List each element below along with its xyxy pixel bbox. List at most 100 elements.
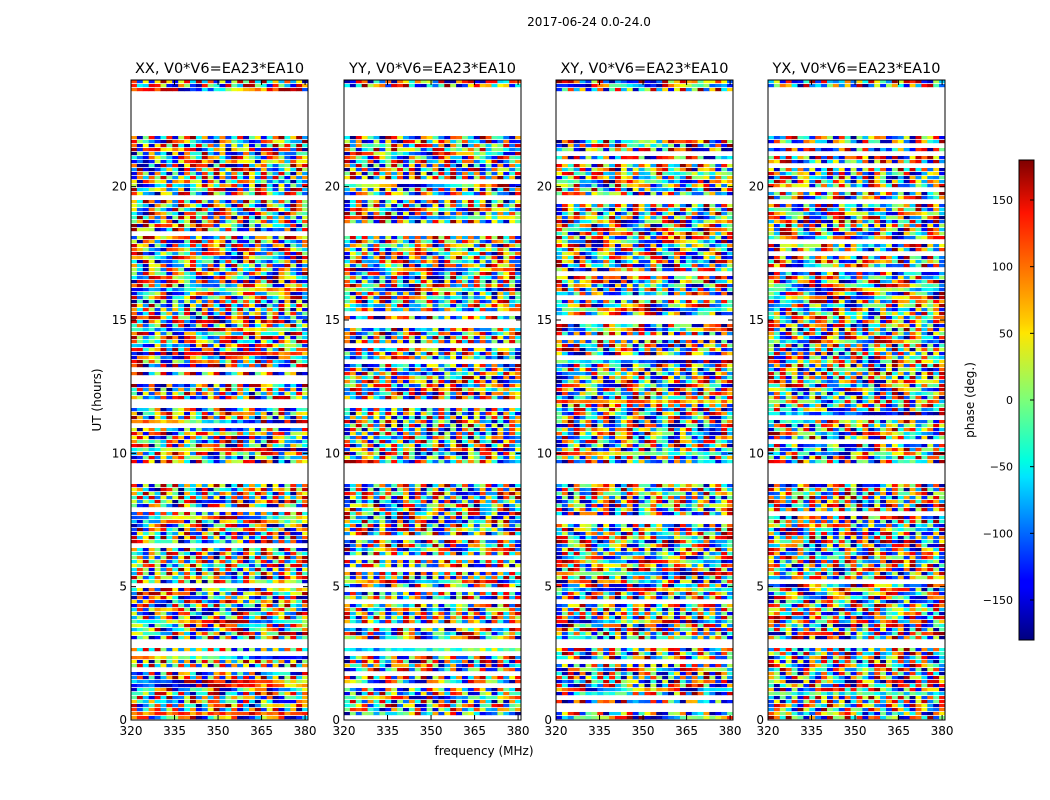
heatmap-cell (213, 648, 220, 652)
heatmap-cell (473, 580, 481, 584)
heatmap-cell (497, 676, 504, 680)
heatmap-cell (213, 660, 220, 664)
heatmap-cell (160, 684, 167, 688)
heatmap-cell (272, 656, 279, 660)
heatmap-cell (479, 616, 486, 620)
heatmap-cell (450, 692, 457, 696)
heatmap-cell (172, 684, 179, 688)
heatmap-cell (231, 392, 238, 396)
figure-title: 2017-06-24 0.0-24.0 (527, 15, 651, 29)
heatmap-cell (272, 616, 279, 620)
heatmap-cell (225, 580, 232, 584)
heatmap-cell (142, 556, 150, 560)
heatmap-cell (272, 648, 279, 652)
heatmap-cell (160, 496, 167, 500)
heatmap-cell (231, 172, 238, 176)
heatmap-cell (201, 340, 209, 344)
heatmap-cell (160, 672, 167, 676)
heatmap-cell (243, 88, 250, 92)
heatmap-cell (201, 636, 209, 640)
heatmap-cell (444, 668, 451, 672)
heatmap-cell (178, 384, 185, 388)
heatmap-cell (243, 208, 250, 212)
heatmap-cell (266, 344, 273, 348)
heatmap-cell (272, 252, 279, 256)
heatmap-cell (278, 164, 285, 168)
heatmap-cell (136, 416, 144, 420)
heatmap-cell (131, 412, 138, 416)
heatmap-cell (485, 596, 492, 600)
heatmap-cell (243, 552, 250, 556)
heatmap-cell (154, 412, 161, 416)
heatmap-cell (467, 532, 475, 536)
heatmap-cell (166, 144, 173, 148)
heatmap-cell (509, 608, 516, 612)
heatmap-cell (302, 252, 309, 256)
heatmap-cell (190, 680, 197, 684)
heatmap-cell (467, 668, 475, 672)
heatmap-cell (154, 296, 161, 300)
heatmap-cell (249, 264, 256, 268)
heatmap-cell (266, 616, 273, 620)
heatmap-cell (160, 560, 167, 564)
heatmap-cell (184, 256, 191, 260)
heatmap-cell (444, 576, 451, 580)
heatmap-cell (201, 660, 209, 664)
heatmap-cell (190, 148, 197, 152)
heatmap-cell (166, 484, 173, 488)
heatmap-cell (136, 556, 144, 560)
heatmap-cell (184, 320, 191, 324)
heatmap-cell (344, 668, 351, 672)
heatmap-cell (225, 88, 232, 92)
heatmap-cell (290, 428, 297, 432)
heatmap-cell (367, 524, 374, 528)
heatmap-cell (509, 696, 516, 700)
heatmap-cell (290, 664, 297, 668)
heatmap-cell (166, 572, 173, 576)
heatmap-cell (136, 572, 144, 576)
heatmap-cell (473, 628, 481, 632)
heatmap-cell (272, 172, 279, 176)
heatmap-cell (154, 240, 161, 244)
heatmap-cell (243, 416, 250, 420)
heatmap-cell (178, 576, 185, 580)
heatmap-cell (243, 632, 250, 636)
heatmap-cell (207, 80, 214, 84)
heatmap-cell (148, 440, 155, 444)
heatmap-cell (184, 696, 191, 700)
heatmap-cell (213, 388, 220, 392)
heatmap-cell (266, 512, 273, 516)
heatmap-cell (225, 188, 232, 192)
heatmap-cell (184, 660, 191, 664)
heatmap-cell (444, 636, 451, 640)
heatmap-cell (201, 392, 209, 396)
heatmap-cell (136, 568, 144, 572)
heatmap-cell (385, 592, 392, 596)
heatmap-cell (426, 692, 433, 696)
heatmap-cell (160, 212, 167, 216)
heatmap-cell (254, 632, 262, 636)
heatmap-cell (131, 172, 138, 176)
heatmap-cell (385, 608, 392, 612)
heatmap-cell (290, 344, 297, 348)
heatmap-cell (160, 236, 167, 240)
heatmap-cell (243, 620, 250, 624)
heatmap-cell (195, 700, 203, 704)
heatmap-cell (178, 332, 185, 336)
heatmap-cell (296, 156, 303, 160)
heatmap-cell (142, 360, 150, 364)
heatmap-cell (426, 580, 433, 584)
heatmap-cell (260, 548, 268, 552)
heatmap-cell (154, 540, 161, 544)
heatmap-cell (231, 292, 238, 296)
heatmap-cell (254, 656, 262, 660)
heatmap-cell (467, 604, 475, 608)
heatmap-cell (154, 456, 161, 460)
heatmap-cell (243, 492, 250, 496)
heatmap-cell (450, 604, 457, 608)
y-tick-label: 20 (112, 180, 127, 194)
heatmap-cell (207, 244, 214, 248)
heatmap-cell (219, 676, 226, 680)
y-tick-label: 5 (119, 580, 127, 594)
